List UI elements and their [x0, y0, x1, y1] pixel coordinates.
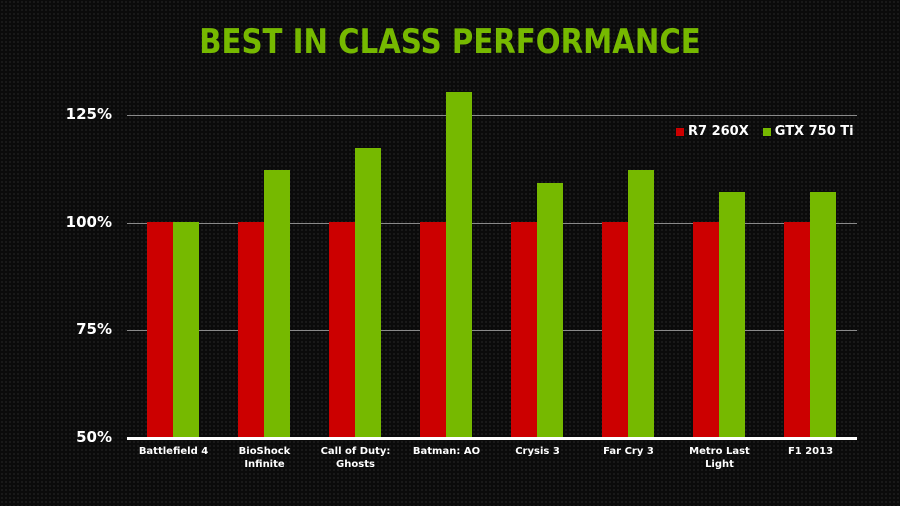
plot-area	[127, 92, 857, 440]
chart-title: BEST IN CLASS PERFORMANCE	[199, 22, 701, 62]
bar-gtx-750-ti	[173, 221, 199, 437]
y-tick-label: 125%	[65, 105, 112, 123]
y-tick-label: 50%	[76, 428, 112, 446]
x-axis-line	[127, 437, 857, 440]
legend-item-r7-260x: R7 260X	[676, 124, 749, 139]
gridline	[127, 330, 857, 332]
x-tick-label: Crysis 3	[515, 446, 560, 457]
bar-r7-260x	[602, 221, 628, 437]
x-tick-label: Call of Duty: Ghosts	[320, 446, 391, 470]
x-tick-label: F1 2013	[787, 446, 834, 457]
bar-gtx-750-ti	[810, 191, 836, 437]
legend: R7 260X GTX 750 Ti	[676, 124, 868, 139]
bar-r7-260x	[329, 221, 355, 437]
legend-swatch-red	[676, 127, 684, 136]
bar-r7-260x	[511, 221, 537, 437]
bar-gtx-750-ti	[628, 170, 654, 437]
y-tick-label: 75%	[76, 320, 112, 339]
bar-gtx-750-ti	[719, 191, 745, 437]
x-tick-label: Metro Last Light	[689, 446, 750, 470]
legend-item-gtx-750-ti: GTX 750 Ti	[762, 124, 854, 139]
bar-r7-260x	[693, 221, 719, 437]
x-tick-label: BioShock Infinite	[238, 446, 291, 470]
gridline	[127, 222, 857, 224]
bar-r7-260x	[784, 221, 810, 437]
bar-r7-260x	[147, 221, 173, 437]
bar-gtx-750-ti	[355, 148, 381, 437]
legend-swatch-green	[762, 127, 771, 136]
bar-gtx-750-ti	[537, 182, 563, 437]
legend-label: GTX 750 Ti	[774, 124, 854, 139]
gridline	[127, 115, 857, 116]
y-tick-label: 100%	[65, 212, 112, 231]
x-tick-label: Batman: AO	[412, 446, 481, 457]
bar-r7-260x	[420, 221, 446, 437]
bar-gtx-750-ti	[446, 92, 472, 437]
bar-gtx-750-ti	[264, 170, 290, 437]
bar-r7-260x	[238, 221, 264, 437]
x-tick-label: Battlefield 4	[138, 446, 209, 457]
x-tick-label: Far Cry 3	[603, 446, 654, 457]
legend-label: R7 260X	[688, 124, 749, 139]
